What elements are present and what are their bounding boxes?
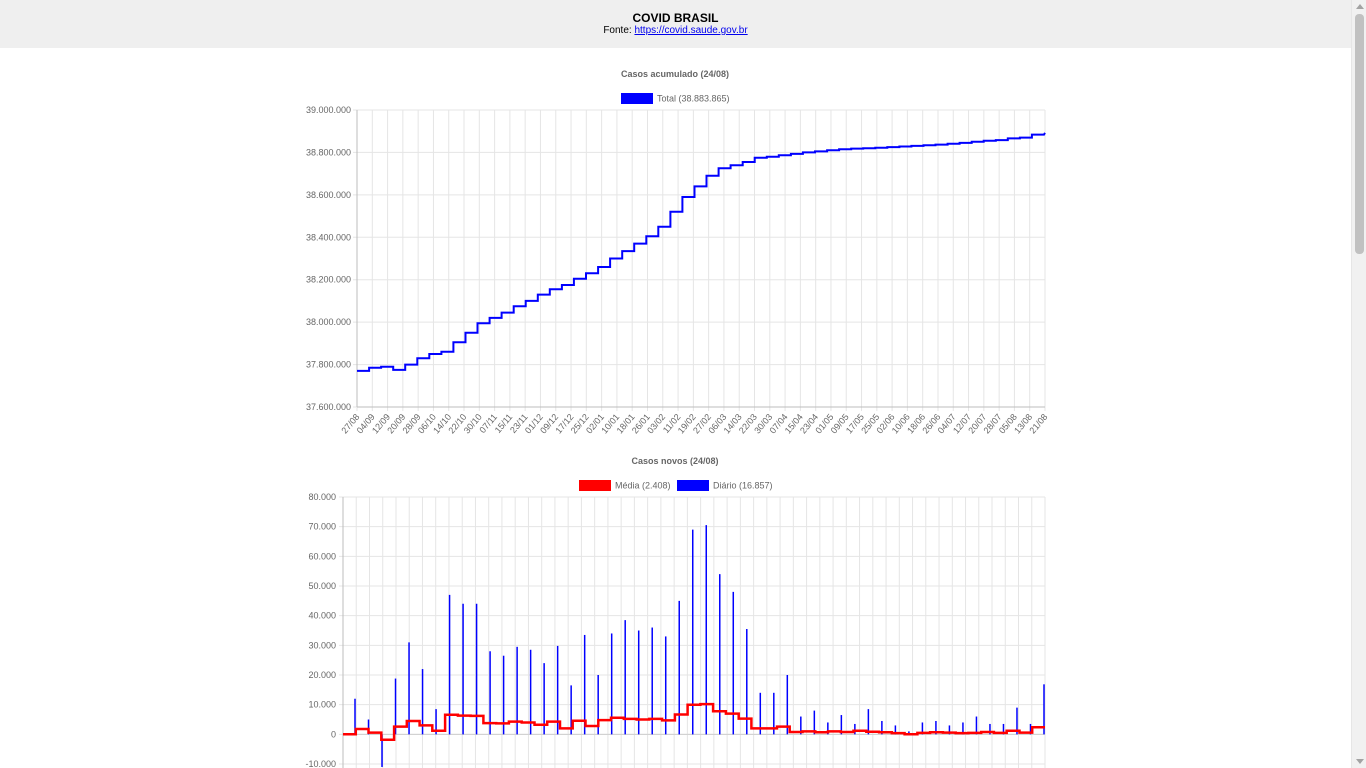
y-tick-label: 80.000 (308, 492, 336, 502)
y-tick-label: 39.000.000 (306, 105, 351, 115)
series-media-line (343, 702, 1045, 741)
legend-label-diario[interactable]: Diário (16.857) (713, 481, 773, 491)
scroll-up-arrow-icon[interactable] (1356, 4, 1364, 9)
y-tick-label: 37.800.000 (306, 360, 351, 370)
y-tick-label: 60.000 (308, 551, 336, 561)
cumulative-y-axis: 39.000.000 38.800.000 38.600.000 38.400.000… (306, 105, 351, 412)
y-tick-label: 10.000 (308, 700, 336, 710)
page-title: COVID BRASIL (632, 11, 719, 25)
y-tick-label: 38.400.000 (306, 232, 351, 242)
legend-label-media[interactable]: Média (2.408) (615, 481, 671, 491)
new-cases-y-axis: 80.000 70.000 60.000 50.000 40.000 30.000 20.0… (305, 492, 336, 768)
new-cases-chart-title: Casos novos (24/08) (631, 456, 718, 466)
cumulative-x-axis: 27/0804/0912/0920/0928/0906/1014/1022/10… (339, 412, 1049, 436)
source-label: Fonte: (603, 25, 632, 36)
legend-swatch-total[interactable] (621, 93, 653, 104)
new-cases-chart: Casos novos (24/08) Média (2.408) Diário… (305, 456, 1046, 768)
y-tick-label: 38.000.000 (306, 317, 351, 327)
page-header: COVID BRASIL Fonte: https://covid.saude.… (0, 0, 1351, 48)
y-tick-label: 38.800.000 (306, 147, 351, 157)
series-diario-bars (354, 525, 1045, 767)
legend-swatch-media[interactable] (579, 480, 611, 491)
vertical-scrollbar[interactable] (1351, 0, 1366, 768)
cumulative-chart: Casos acumulado (24/08) Total (38.883.86… (306, 69, 1050, 436)
y-tick-label: 70.000 (308, 522, 336, 532)
y-tick-label: 0 (331, 729, 336, 739)
scroll-down-arrow-icon[interactable] (1356, 759, 1364, 764)
legend-label-total[interactable]: Total (38.883.865) (657, 94, 730, 104)
y-tick-label: 50.000 (308, 581, 336, 591)
legend-swatch-diario[interactable] (677, 480, 709, 491)
scrollbar-thumb[interactable] (1355, 14, 1364, 254)
y-tick-label: 38.200.000 (306, 275, 351, 285)
y-tick-label: -10.000 (305, 759, 336, 768)
series-total-line (357, 132, 1046, 372)
source-link[interactable]: https://covid.saude.gov.br (634, 25, 748, 36)
cumulative-chart-title: Casos acumulado (24/08) (621, 69, 729, 79)
y-tick-label: 40.000 (308, 611, 336, 621)
source-line: Fonte: https://covid.saude.gov.br (0, 25, 1351, 37)
y-tick-label: 38.600.000 (306, 190, 351, 200)
y-tick-label: 37.600.000 (306, 402, 351, 412)
y-tick-label: 30.000 (308, 640, 336, 650)
y-tick-label: 20.000 (308, 670, 336, 680)
cumulative-grid (353, 109, 1046, 411)
charts-canvas: Casos acumulado (24/08) Total (38.883.86… (305, 69, 1050, 768)
